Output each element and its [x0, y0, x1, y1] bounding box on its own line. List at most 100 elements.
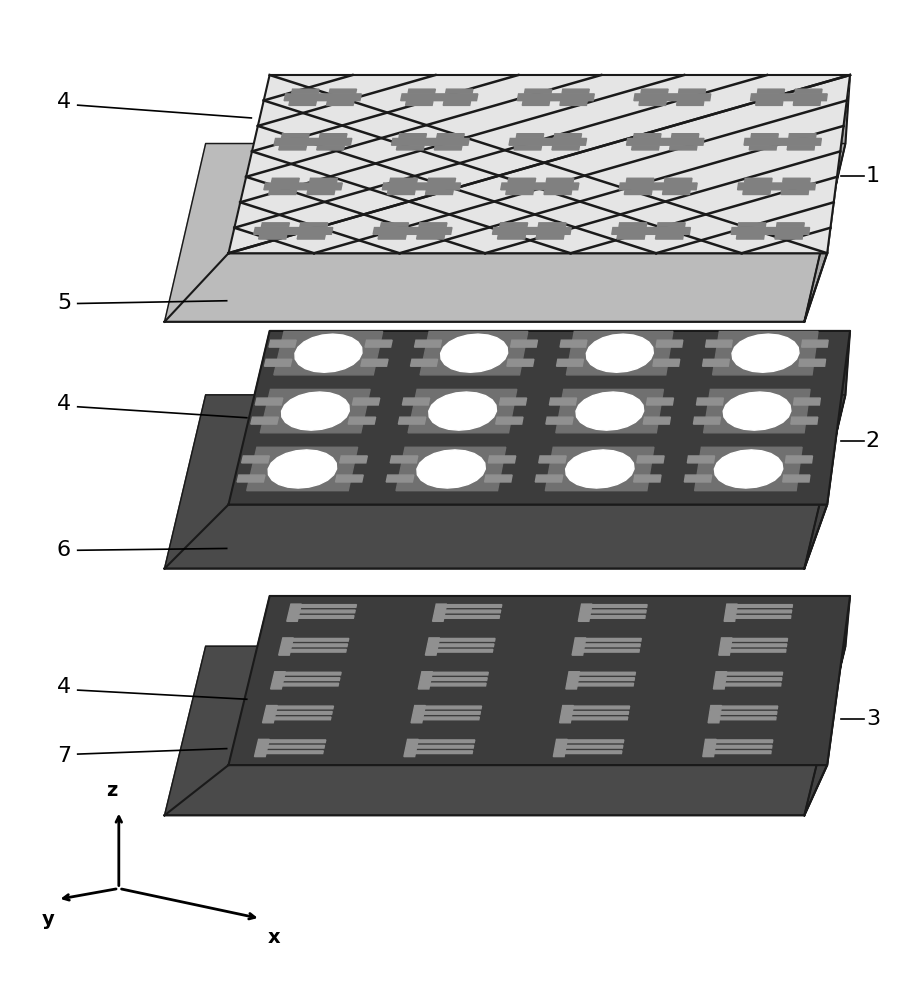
Polygon shape [714, 672, 727, 689]
Polygon shape [511, 340, 537, 347]
Polygon shape [413, 712, 481, 714]
Polygon shape [619, 183, 697, 190]
Polygon shape [514, 146, 541, 150]
Polygon shape [259, 235, 287, 239]
Polygon shape [695, 447, 802, 491]
Text: 3: 3 [866, 709, 880, 729]
Polygon shape [417, 235, 444, 239]
Polygon shape [380, 223, 409, 227]
Polygon shape [676, 101, 704, 105]
Polygon shape [785, 456, 813, 463]
Polygon shape [732, 334, 799, 372]
Polygon shape [804, 75, 850, 322]
Polygon shape [228, 331, 850, 505]
Polygon shape [382, 183, 461, 190]
Polygon shape [777, 223, 804, 227]
Text: z: z [106, 781, 117, 800]
Polygon shape [704, 389, 810, 433]
Polygon shape [272, 683, 339, 686]
Polygon shape [274, 331, 383, 375]
Polygon shape [799, 359, 825, 366]
Polygon shape [653, 359, 680, 366]
Polygon shape [626, 138, 704, 145]
Polygon shape [282, 392, 349, 430]
Polygon shape [269, 190, 296, 195]
Polygon shape [300, 223, 328, 227]
Polygon shape [672, 134, 699, 138]
Polygon shape [420, 331, 527, 375]
Text: 4: 4 [57, 677, 71, 697]
Polygon shape [560, 340, 587, 347]
Polygon shape [567, 683, 633, 686]
Polygon shape [415, 706, 482, 709]
Polygon shape [782, 178, 810, 182]
Polygon shape [782, 475, 810, 482]
Polygon shape [390, 456, 418, 463]
Polygon shape [547, 178, 574, 182]
Polygon shape [284, 94, 361, 101]
Polygon shape [634, 94, 711, 101]
Polygon shape [425, 638, 440, 655]
Polygon shape [713, 331, 818, 375]
Polygon shape [538, 456, 566, 463]
Polygon shape [546, 417, 573, 424]
Polygon shape [721, 638, 788, 641]
Polygon shape [282, 134, 309, 138]
Polygon shape [678, 89, 706, 93]
Polygon shape [282, 644, 347, 647]
Polygon shape [715, 450, 782, 488]
Polygon shape [738, 183, 815, 190]
Polygon shape [749, 146, 777, 150]
Polygon shape [387, 475, 414, 482]
Polygon shape [745, 178, 772, 182]
Polygon shape [723, 392, 791, 430]
Polygon shape [793, 101, 821, 105]
Polygon shape [407, 745, 473, 748]
Polygon shape [554, 134, 581, 138]
Polygon shape [562, 712, 629, 714]
Polygon shape [643, 417, 670, 424]
Polygon shape [568, 678, 634, 680]
Polygon shape [396, 447, 505, 491]
Polygon shape [291, 605, 356, 607]
Polygon shape [795, 89, 822, 93]
Polygon shape [446, 89, 473, 93]
Polygon shape [726, 610, 792, 613]
Polygon shape [228, 75, 850, 253]
Polygon shape [632, 146, 659, 150]
Polygon shape [637, 456, 664, 463]
Polygon shape [279, 146, 306, 150]
Polygon shape [421, 672, 488, 675]
Polygon shape [708, 706, 721, 723]
Polygon shape [787, 146, 814, 150]
Polygon shape [271, 672, 285, 689]
Polygon shape [656, 340, 683, 347]
Polygon shape [406, 101, 433, 105]
Polygon shape [703, 739, 717, 757]
Polygon shape [419, 672, 432, 689]
Polygon shape [536, 235, 564, 239]
Polygon shape [553, 739, 568, 757]
Polygon shape [555, 751, 622, 754]
Polygon shape [579, 616, 645, 618]
Polygon shape [353, 398, 379, 405]
Polygon shape [417, 450, 485, 488]
Polygon shape [271, 178, 299, 182]
Polygon shape [646, 398, 674, 405]
Polygon shape [572, 638, 586, 655]
Polygon shape [789, 134, 816, 138]
Polygon shape [720, 644, 787, 647]
Polygon shape [499, 398, 526, 405]
Polygon shape [586, 334, 654, 372]
Polygon shape [391, 138, 469, 145]
Polygon shape [670, 146, 697, 150]
Polygon shape [508, 178, 536, 182]
Polygon shape [250, 417, 279, 424]
Polygon shape [569, 672, 635, 675]
Polygon shape [247, 447, 357, 491]
Polygon shape [685, 475, 712, 482]
Polygon shape [557, 359, 583, 366]
Polygon shape [793, 398, 821, 405]
Polygon shape [405, 751, 473, 754]
Polygon shape [335, 475, 363, 482]
